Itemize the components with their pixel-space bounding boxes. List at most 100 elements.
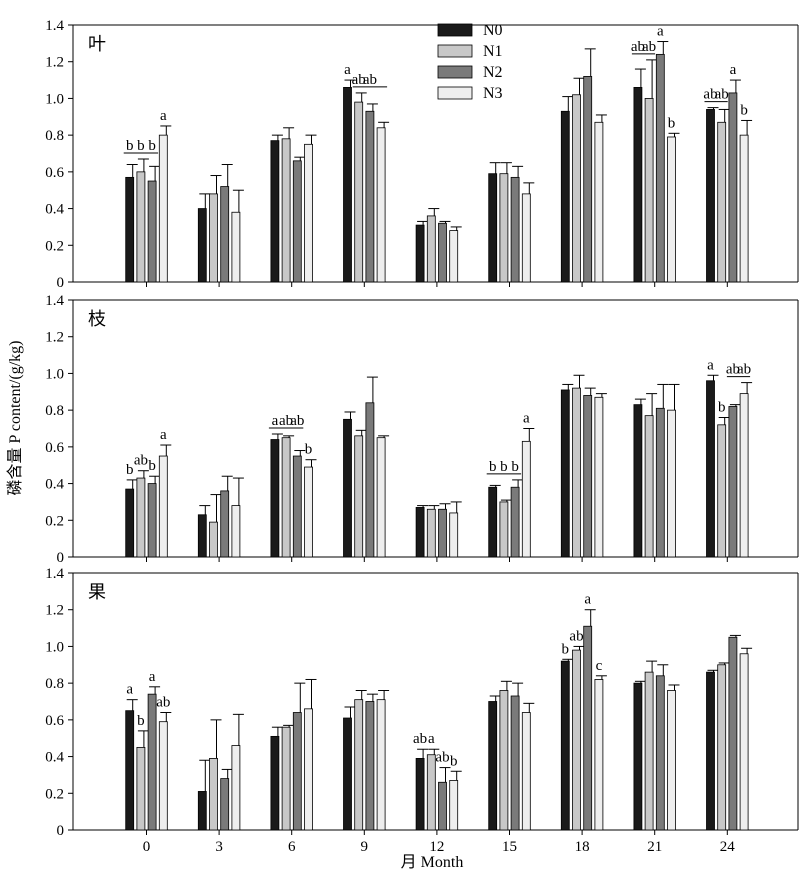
bar-n3 [739, 134, 749, 283]
bar-n0 [560, 389, 570, 558]
x-tick-label: 9 [361, 839, 369, 855]
bar-n0 [488, 486, 498, 558]
bar-n2 [147, 483, 157, 558]
bar-n2 [655, 407, 665, 558]
x-tick-label: 24 [720, 839, 736, 855]
bar-n2 [220, 490, 230, 558]
significance-letter: ab [642, 39, 656, 55]
bar-n3 [231, 211, 241, 283]
bar-n1 [717, 121, 727, 283]
y-tick-label: 0 [57, 275, 65, 291]
x-tick-label: 18 [575, 839, 590, 855]
bar-n2 [292, 160, 302, 283]
bar-n3 [521, 193, 531, 283]
bar-n0 [488, 173, 498, 283]
legend-label-n0: N0 [483, 22, 503, 39]
bar-n1 [354, 101, 364, 283]
bar-n1 [572, 94, 581, 283]
bar-n1 [136, 477, 146, 558]
bar-n0 [706, 671, 715, 831]
legend: N0 N1 N2 N3 [437, 22, 503, 102]
significance-letter: b [450, 753, 458, 769]
bar-n3 [304, 143, 313, 283]
significance-letter: ab [279, 413, 293, 429]
bar-n1 [426, 754, 436, 831]
y-tick-label: 1.4 [45, 18, 64, 34]
bar-n2 [583, 395, 593, 558]
y-tick-label: 1.2 [45, 55, 64, 71]
x-axis-title: 月 Month [401, 854, 464, 871]
bar-n2 [220, 186, 230, 283]
significance-letter: a [428, 731, 435, 747]
bar-n3 [231, 745, 241, 831]
bar-n1 [209, 521, 218, 558]
significance-letter: b [740, 102, 748, 118]
significance-letter: a [707, 357, 714, 373]
y-tick-label: 1.0 [45, 639, 64, 655]
legend-swatch-n3 [437, 86, 473, 100]
bar-n3 [739, 653, 749, 831]
x-tick-label: 12 [429, 839, 444, 855]
bar-n2 [510, 695, 520, 831]
significance-letter: b [668, 115, 676, 131]
bar-n2 [365, 701, 375, 831]
bar-n1 [644, 415, 654, 558]
significance-letter: b [489, 459, 497, 475]
bar-n3 [376, 437, 386, 558]
x-tick-label: 21 [647, 839, 662, 855]
significance-letter: a [344, 62, 351, 78]
y-tick-label: 0 [57, 823, 65, 839]
legend-swatch-n2 [437, 65, 473, 79]
bar-n1 [426, 215, 436, 283]
bar-n3 [594, 121, 604, 283]
bar-n0 [560, 110, 570, 283]
bar-n0 [415, 758, 425, 831]
bar-n0 [343, 418, 352, 558]
bar-n1 [354, 699, 364, 831]
legend-label-n3: N3 [483, 85, 503, 102]
bar-n3 [667, 690, 676, 831]
bar-n3 [449, 780, 459, 831]
significance-letter: a [657, 24, 664, 40]
bar-n2 [655, 675, 665, 831]
panel-label: 枝 [88, 309, 106, 329]
y-tick-label: 0.2 [45, 238, 64, 254]
y-tick-label: 0.2 [45, 513, 64, 529]
bar-n1 [499, 690, 509, 831]
bar-n1 [281, 138, 291, 283]
significance-letter: ab [413, 731, 427, 747]
bar-n1 [281, 726, 291, 831]
significance-letter: c [596, 658, 603, 674]
significance-letter: a [160, 108, 167, 124]
significance-letter: ab [726, 362, 740, 378]
significance-letter: a [149, 669, 156, 685]
bar-n1 [209, 758, 218, 831]
significance-letter: b [126, 462, 134, 478]
significance-letter: b [148, 458, 156, 474]
legend-swatch-n1 [437, 44, 473, 58]
bar-n0 [415, 224, 425, 283]
significance-letter: b [305, 442, 313, 458]
bar-n3 [376, 127, 386, 283]
bar-n0 [197, 208, 207, 283]
significance-letter: ab [703, 87, 717, 103]
significance-letter: b [137, 713, 145, 729]
bar-n0 [125, 710, 135, 831]
bar-n2 [510, 176, 520, 283]
significance-letter: a [272, 413, 279, 429]
significance-letter: b [126, 138, 134, 154]
bar-n1 [209, 193, 218, 283]
significance-letter: a [730, 62, 737, 78]
bar-n0 [125, 176, 135, 283]
bar-n0 [488, 701, 498, 831]
panel-3: 00.20.40.60.81.01.21.40 3 6 9 12 15 18 21 24果aba… [45, 566, 799, 855]
significance-letter: ab [737, 362, 751, 378]
x-tick-label: 15 [502, 839, 517, 855]
panel-label: 叶 [88, 34, 106, 54]
y-tick-label: 0.8 [45, 403, 64, 419]
bar-n3 [304, 708, 313, 831]
bar-n3 [594, 396, 604, 558]
bar-n1 [717, 664, 727, 831]
